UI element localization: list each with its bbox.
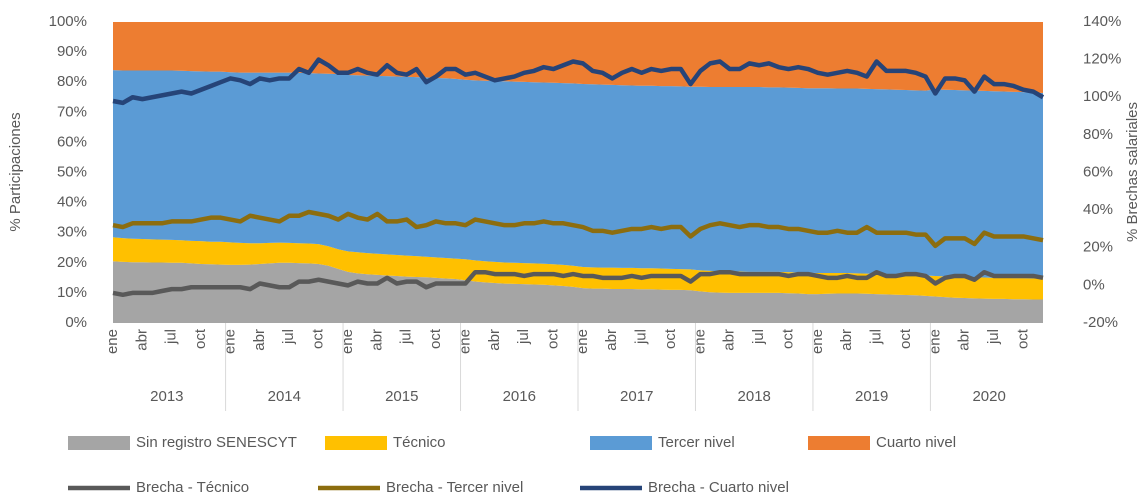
x-tick-label: oct bbox=[427, 328, 444, 349]
line bbox=[112, 209, 1044, 249]
y2-tick-label: 0% bbox=[1083, 276, 1105, 293]
legend-label: Cuarto nivel bbox=[876, 434, 956, 451]
y-tick-label: 20% bbox=[57, 254, 87, 271]
x-tick-label: oct bbox=[1014, 328, 1031, 349]
y2-tick-label: -20% bbox=[1083, 314, 1118, 331]
x-tick-label: abr bbox=[368, 329, 385, 351]
y2-tick-label: 100% bbox=[1083, 88, 1121, 105]
legend-label: Brecha - Tercer nivel bbox=[386, 479, 523, 496]
x-tick-label: jul bbox=[868, 329, 885, 345]
area bbox=[113, 237, 1043, 300]
x-tick-label: ene bbox=[104, 329, 121, 354]
legend-swatch bbox=[325, 436, 387, 450]
legend-swatch bbox=[68, 436, 130, 450]
x-tick-label: abr bbox=[251, 329, 268, 351]
y-tick-label: 30% bbox=[57, 224, 87, 241]
year-label: 2013 bbox=[150, 388, 183, 405]
x-tick-label: abr bbox=[603, 329, 620, 351]
line bbox=[112, 269, 1044, 298]
x-tick-label: ene bbox=[221, 329, 238, 354]
x-tick-label: jul bbox=[163, 329, 180, 345]
x-tick-label: jul bbox=[750, 329, 767, 345]
x-tick-label: jul bbox=[633, 329, 650, 345]
x-tick-label: ene bbox=[691, 329, 708, 354]
y-tick-label: 10% bbox=[57, 284, 87, 301]
legend-label: Técnico bbox=[393, 434, 446, 451]
x-tick-label: oct bbox=[544, 328, 561, 349]
x-tick-label: oct bbox=[192, 328, 209, 349]
x-tick-label: abr bbox=[133, 329, 150, 351]
y2-tick-label: 120% bbox=[1083, 51, 1121, 68]
x-tick-label: jul bbox=[398, 329, 415, 345]
year-label: 2016 bbox=[503, 388, 536, 405]
x-tick-label: jul bbox=[280, 329, 297, 345]
x-tick-label: jul bbox=[515, 329, 532, 345]
year-label: 2014 bbox=[268, 388, 301, 405]
year-label: 2020 bbox=[972, 388, 1005, 405]
line bbox=[112, 57, 1045, 106]
x-tick-label: ene bbox=[574, 329, 591, 354]
year-label: 2019 bbox=[855, 388, 888, 405]
legend-swatch bbox=[808, 436, 870, 450]
area bbox=[113, 22, 1043, 94]
y-tick-label: 70% bbox=[57, 103, 87, 120]
y2-tick-label: 40% bbox=[1083, 201, 1113, 218]
x-tick-label: ene bbox=[809, 329, 826, 354]
y2-tick-label: 80% bbox=[1083, 126, 1113, 143]
x-tick-label: abr bbox=[721, 329, 738, 351]
x-tick-label: abr bbox=[486, 329, 503, 351]
legend-label: Sin registro SENESCYT bbox=[136, 434, 297, 451]
year-label: 2017 bbox=[620, 388, 653, 405]
y-axis-label: % Participaciones bbox=[7, 112, 24, 231]
y-tick-label: 80% bbox=[57, 73, 87, 90]
y-tick-label: 40% bbox=[57, 194, 87, 211]
x-tick-label: abr bbox=[838, 329, 855, 351]
y-tick-label: 60% bbox=[57, 133, 87, 150]
y-tick-label: 90% bbox=[57, 43, 87, 60]
y-tick-label: 50% bbox=[57, 163, 87, 180]
y2-tick-label: 140% bbox=[1083, 13, 1121, 30]
x-tick-label: oct bbox=[662, 328, 679, 349]
legend-label: Brecha - Cuarto nivel bbox=[648, 479, 789, 496]
x-tick-label: abr bbox=[956, 329, 973, 351]
y-tick-label: 0% bbox=[65, 314, 87, 331]
x-tick-label: oct bbox=[310, 328, 327, 349]
x-tick-label: jul bbox=[985, 329, 1002, 345]
y2-axis-label: % Brechas salariales bbox=[1124, 102, 1141, 242]
legend-label: Brecha - Técnico bbox=[136, 479, 249, 496]
y2-tick-label: 60% bbox=[1083, 163, 1113, 180]
x-tick-label: oct bbox=[779, 328, 796, 349]
area bbox=[113, 261, 1043, 323]
x-tick-label: oct bbox=[897, 328, 914, 349]
y-tick-label: 100% bbox=[49, 13, 87, 30]
year-label: 2018 bbox=[738, 388, 771, 405]
year-label: 2015 bbox=[385, 388, 418, 405]
x-tick-label: ene bbox=[926, 329, 943, 354]
legend-swatch bbox=[590, 436, 652, 450]
legend-label: Tercer nivel bbox=[658, 434, 735, 451]
y2-tick-label: 20% bbox=[1083, 239, 1113, 256]
area bbox=[113, 70, 1043, 279]
x-tick-label: ene bbox=[456, 329, 473, 354]
x-tick-label: ene bbox=[339, 329, 356, 354]
